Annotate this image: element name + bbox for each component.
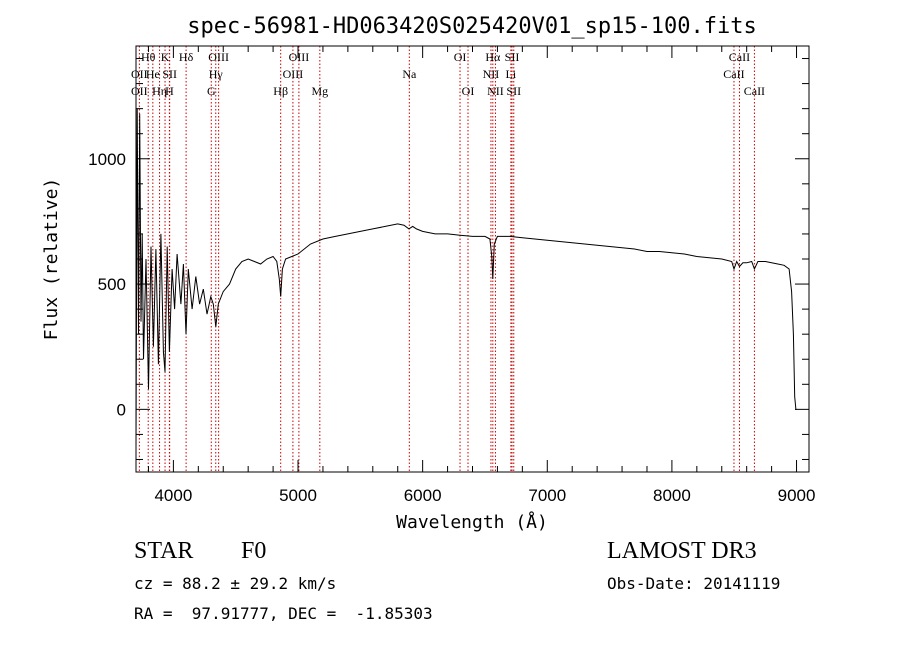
x-tick-label: 8000 xyxy=(653,486,691,505)
line-label: NII xyxy=(483,67,500,81)
line-label: CaII xyxy=(744,84,765,98)
axis-ticks: 4000 5000 6000 7000 8000 9000 0 500 1000 xyxy=(88,46,815,505)
obs-date: Obs-Date: 20141119 xyxy=(607,574,781,593)
line-label: OIII xyxy=(208,50,229,64)
y-axis-label: Flux (relative) xyxy=(41,178,62,341)
x-tick-label: 4000 xyxy=(154,486,192,505)
line-label: Mg xyxy=(311,84,328,98)
line-label: NII xyxy=(487,84,504,98)
line-label: K xyxy=(161,50,170,64)
y-tick-label: 1000 xyxy=(88,150,126,169)
line-label: He xyxy=(146,67,160,81)
y-tick-label: 500 xyxy=(98,275,126,294)
plot-frame xyxy=(135,45,810,473)
line-label: G xyxy=(207,84,216,98)
line-label: Hη xyxy=(152,84,167,98)
spectral-line-labels: OII OII Hθ He Hη K SII H Hδ G OIII Hγ Hβ OIII OIII Mg Na… xyxy=(131,50,765,98)
x-tick-label: 9000 xyxy=(778,486,816,505)
spectrum-line xyxy=(135,108,797,447)
line-label: Hθ xyxy=(141,50,156,64)
line-label: SII xyxy=(162,67,177,81)
line-label: OI xyxy=(462,84,475,98)
line-label: Hδ xyxy=(179,50,194,64)
line-label: H xyxy=(165,84,174,98)
object-class: STAR xyxy=(134,538,194,564)
y-tick-label: 0 xyxy=(117,400,126,419)
line-label: Li xyxy=(506,67,517,81)
line-label: OIII xyxy=(289,50,310,64)
line-label: Hβ xyxy=(273,84,288,98)
line-label: OII xyxy=(131,84,148,98)
line-label: OIII xyxy=(283,67,304,81)
line-label: Hγ xyxy=(209,67,224,81)
x-tick-label: 6000 xyxy=(404,486,442,505)
chart-title: spec-56981-HD063420S025420V01_sp15-100.f… xyxy=(187,14,757,39)
spectral-line-markers xyxy=(138,46,755,472)
coordinates: RA = 97.91777, DEC = -1.85303 xyxy=(134,604,433,623)
line-label: OI xyxy=(454,50,467,64)
x-tick-label: 7000 xyxy=(528,486,566,505)
line-label: Hα xyxy=(485,50,501,64)
line-label: SII xyxy=(506,84,521,98)
redshift-text: cz = 88.2 ± 29.2 km/s xyxy=(134,574,337,593)
line-label: CaII xyxy=(723,67,744,81)
line-label: OII xyxy=(131,67,148,81)
survey-name: LAMOST DR3 xyxy=(607,538,757,564)
line-label: CaII xyxy=(729,50,750,64)
line-label: Na xyxy=(402,67,417,81)
x-tick-label: 5000 xyxy=(279,486,317,505)
subclass: F0 xyxy=(241,538,267,564)
line-label: SII xyxy=(505,50,520,64)
x-axis-label: Wavelength (Å) xyxy=(396,511,548,533)
